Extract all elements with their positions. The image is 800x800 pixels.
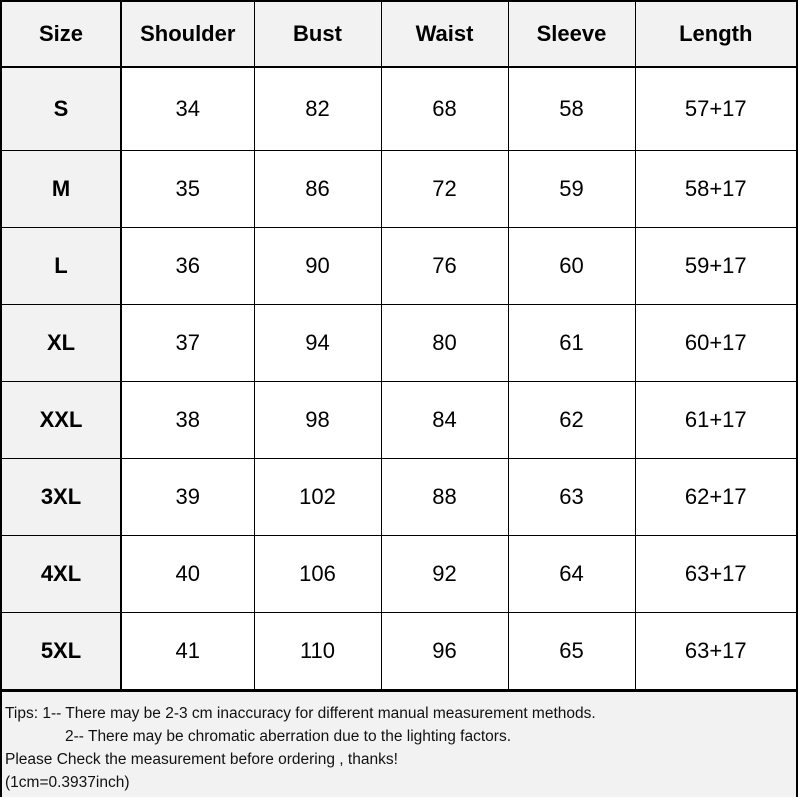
table-cell: 63+17 — [634, 612, 796, 690]
table-row: L 36 90 76 60 59+17 — [2, 227, 796, 305]
table-cell: 88 — [380, 458, 509, 536]
size-label: XXL — [2, 381, 122, 459]
table-cell: 36 — [120, 227, 255, 305]
table-cell: 106 — [253, 535, 382, 613]
table-row: M 35 86 72 59 58+17 — [2, 150, 796, 228]
size-label: 4XL — [2, 535, 122, 613]
table-row: 4XL 40 106 92 64 63+17 — [2, 535, 796, 613]
table-cell: 98 — [253, 381, 382, 459]
table-cell: 57+17 — [634, 66, 796, 151]
column-header-sleeve: Sleeve — [507, 2, 636, 68]
table-cell: 58 — [507, 66, 636, 151]
header-row: Size Shoulder Bust Waist Sleeve Length — [2, 2, 796, 68]
table-cell: 64 — [507, 535, 636, 613]
table-cell: 62+17 — [634, 458, 796, 536]
tip-line-2: 2-- There may be chromatic aberration du… — [65, 728, 511, 745]
tips-section: Tips: 1-- There may be 2-3 cm inaccuracy… — [2, 690, 796, 797]
column-header-shoulder: Shoulder — [120, 2, 255, 68]
table-cell: 63+17 — [634, 535, 796, 613]
column-header-length: Length — [634, 2, 796, 68]
table-cell: 63 — [507, 458, 636, 536]
size-label: 3XL — [2, 458, 122, 536]
table-row: 3XL 39 102 88 63 62+17 — [2, 458, 796, 536]
table-cell: 60+17 — [634, 304, 796, 382]
column-header-size: Size — [2, 2, 122, 68]
size-label: M — [2, 150, 122, 228]
size-label: S — [2, 66, 122, 151]
table-cell: 40 — [120, 535, 255, 613]
column-header-bust: Bust — [253, 2, 382, 68]
table-cell: 110 — [253, 612, 382, 690]
table-cell: 86 — [253, 150, 382, 228]
size-label: 5XL — [2, 612, 122, 690]
table-cell: 68 — [380, 66, 509, 151]
table-cell: 39 — [120, 458, 255, 536]
table-cell: 102 — [253, 458, 382, 536]
table-cell: 35 — [120, 150, 255, 228]
table-cell: 58+17 — [634, 150, 796, 228]
table-cell: 94 — [253, 304, 382, 382]
column-header-waist: Waist — [380, 2, 509, 68]
table-cell: 84 — [380, 381, 509, 459]
table-cell: 92 — [380, 535, 509, 613]
table-cell: 41 — [120, 612, 255, 690]
size-label: L — [2, 227, 122, 305]
tip-line-1: Tips: 1-- There may be 2-3 cm inaccuracy… — [5, 705, 596, 722]
size-table: Size Shoulder Bust Waist Sleeve Length S 34 82 6… — [2, 2, 796, 690]
table-cell: 90 — [253, 227, 382, 305]
table-cell: 96 — [380, 612, 509, 690]
table-cell: 76 — [380, 227, 509, 305]
table-cell: 61+17 — [634, 381, 796, 459]
table-cell: 34 — [120, 66, 255, 151]
table-cell: 82 — [253, 66, 382, 151]
table-cell: 60 — [507, 227, 636, 305]
table-cell: 62 — [507, 381, 636, 459]
table-row: XXL 38 98 84 62 61+17 — [2, 381, 796, 459]
table-row: XL 37 94 80 61 60+17 — [2, 304, 796, 382]
table-cell: 37 — [120, 304, 255, 382]
tip-line-4: (1cm=0.3937inch) — [5, 774, 130, 791]
table-cell: 65 — [507, 612, 636, 690]
table-cell: 61 — [507, 304, 636, 382]
table-row: 5XL 41 110 96 65 63+17 — [2, 612, 796, 690]
table-cell: 38 — [120, 381, 255, 459]
tip-line-3: Please Check the measurement before orde… — [5, 751, 398, 768]
table-cell: 72 — [380, 150, 509, 228]
size-label: XL — [2, 304, 122, 382]
table-cell: 80 — [380, 304, 509, 382]
table-cell: 59 — [507, 150, 636, 228]
table-cell: 59+17 — [634, 227, 796, 305]
table-row: S 34 82 68 58 57+17 — [2, 66, 796, 151]
